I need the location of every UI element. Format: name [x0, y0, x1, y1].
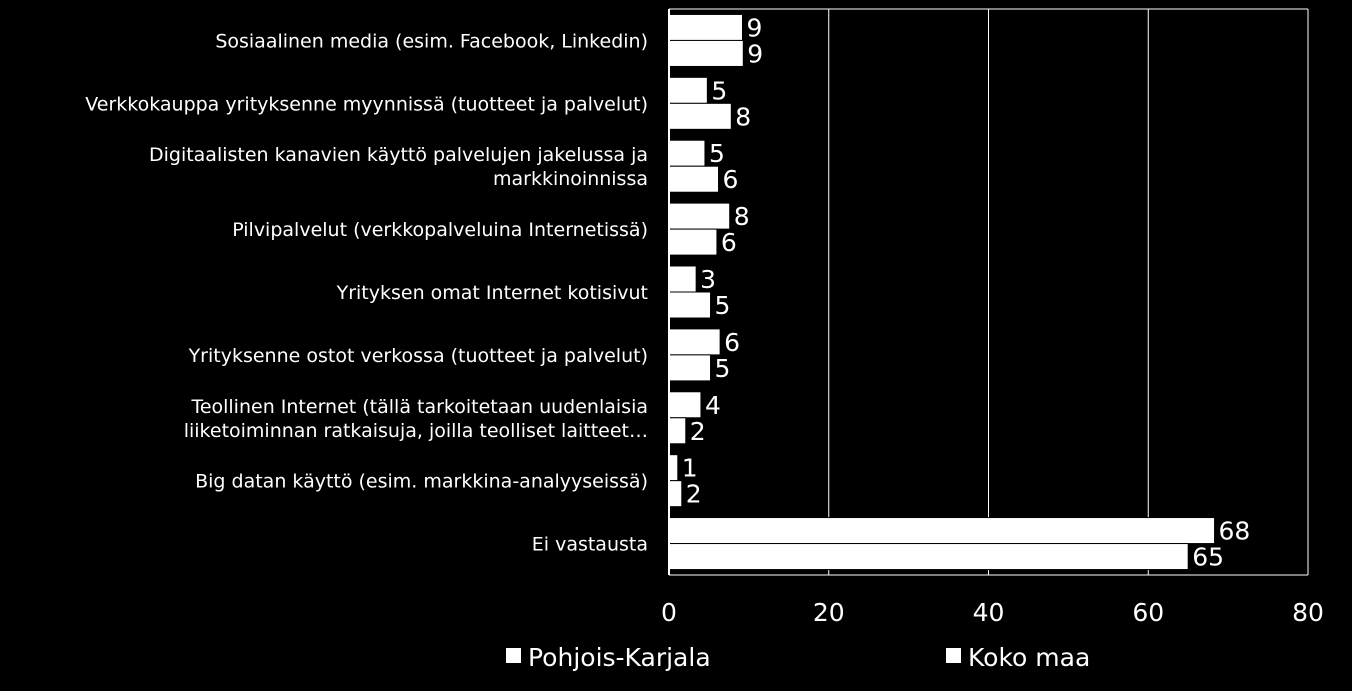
category-label-6-line-1: liiketoiminnan ratkaisuja, joilla teolli…: [184, 420, 648, 442]
bar-pohjois-karjala-1: [668, 76, 708, 104]
bar-koko-maa-2: [668, 165, 720, 193]
bar-koko-maa-0: [668, 39, 744, 67]
value-label-0-6: 4: [705, 391, 721, 420]
category-labels: Sosiaalinen media (esim. Facebook, Linke…: [85, 30, 648, 555]
bar-koko-maa-6: [668, 417, 687, 445]
value-label-1-2: 6: [723, 165, 739, 194]
bar-pohjois-karjala-0: [668, 13, 743, 41]
value-label-1-8: 65: [1192, 543, 1224, 572]
bar-pohjois-karjala-7: [668, 454, 679, 482]
value-label-0-0: 9: [746, 13, 762, 42]
category-label-4: Yrityksen omat Internet kotisivut: [336, 282, 648, 304]
bar-pohjois-karjala-3: [668, 202, 731, 230]
x-tick-label-3: 60: [1132, 598, 1164, 627]
x-tick-label-0: 0: [661, 598, 677, 627]
bar-koko-maa-8: [668, 543, 1189, 571]
value-label-0-1: 5: [711, 76, 727, 105]
x-tick-labels: 0 20 40 60 80: [661, 598, 1324, 627]
bars: [668, 13, 1216, 571]
value-label-1-0: 9: [747, 39, 763, 68]
bar-koko-maa-1: [668, 102, 732, 130]
legend-swatch-1: [946, 648, 961, 663]
bar-pohjois-karjala-5: [668, 328, 721, 356]
legend-label-1: Koko maa: [968, 643, 1090, 672]
x-tick-label-1: 20: [813, 598, 845, 627]
category-label-2-line-0: Digitaalisten kanavien käyttö palvelujen…: [149, 144, 648, 166]
bar-koko-maa-4: [668, 291, 712, 319]
bar-pohjois-karjala-8: [668, 517, 1216, 545]
bar-koko-maa-3: [668, 228, 718, 256]
value-label-1-7: 2: [686, 480, 702, 509]
category-label-6-line-0: Teollinen Internet (tällä tarkoitetaan u…: [190, 396, 648, 418]
bar-pohjois-karjala-2: [668, 139, 706, 167]
bar-koko-maa-5: [668, 354, 712, 382]
value-label-1-5: 5: [715, 354, 731, 383]
category-label-5: Yrityksenne ostot verkossa (tuotteet ja …: [188, 345, 648, 367]
value-label-0-8: 68: [1219, 517, 1251, 546]
value-label-0-4: 3: [700, 265, 716, 294]
legend: Pohjois-Karjala Koko maa: [506, 643, 1090, 672]
category-label-1: Verkkokauppa yrityksenne myynnissä (tuot…: [85, 93, 648, 115]
bar-koko-maa-7: [668, 480, 683, 508]
value-label-1-4: 5: [715, 291, 731, 320]
value-label-0-3: 8: [734, 202, 750, 231]
category-label-0: Sosiaalinen media (esim. Facebook, Linke…: [215, 30, 648, 52]
legend-swatch-0: [506, 648, 521, 663]
category-label-2-line-1: markkinoinnissa: [493, 168, 648, 190]
x-tick-label-4: 80: [1292, 598, 1324, 627]
bar-pohjois-karjala-6: [668, 391, 702, 419]
x-tick-label-2: 40: [973, 598, 1005, 627]
category-label-3: Pilvipalvelut (verkkopalveluina Internet…: [232, 219, 648, 241]
value-label-0-7: 1: [682, 454, 698, 483]
value-label-0-2: 5: [709, 139, 725, 168]
value-label-1-3: 6: [721, 228, 737, 257]
value-label-1-1: 8: [735, 102, 751, 131]
value-label-1-6: 2: [690, 417, 706, 446]
category-label-7: Big datan käyttö (esim. markkina-analyys…: [195, 471, 648, 493]
bar-pohjois-karjala-4: [668, 265, 697, 293]
value-label-0-5: 6: [724, 328, 740, 357]
legend-label-0: Pohjois-Karjala: [528, 643, 711, 672]
category-label-8: Ei vastausta: [532, 534, 648, 556]
